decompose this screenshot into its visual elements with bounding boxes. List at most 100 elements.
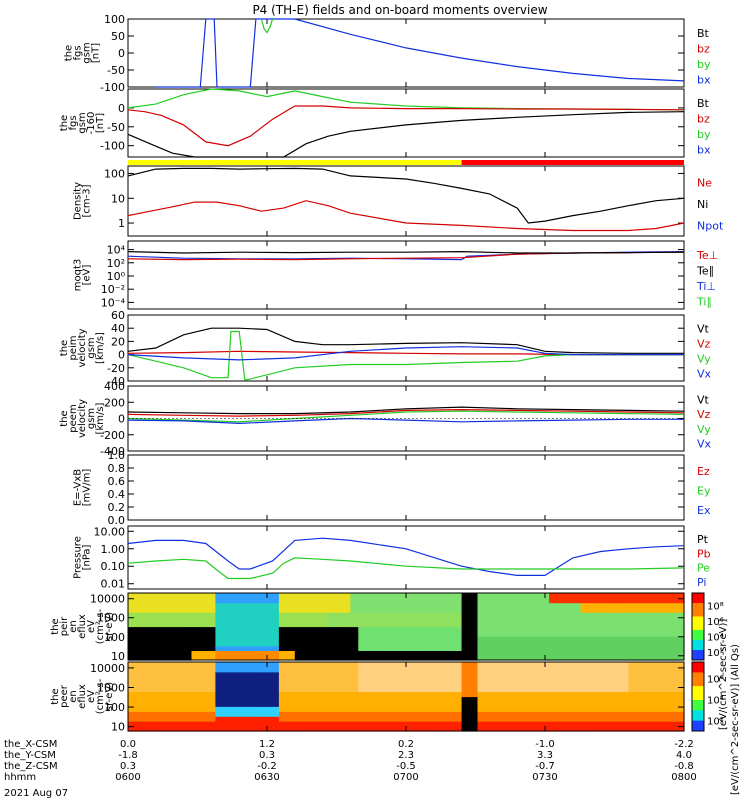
spectrogram-cell <box>143 686 153 693</box>
spectrogram-cell <box>191 616 200 623</box>
spectrogram-cell <box>580 721 590 727</box>
spectrogram-cell <box>580 662 590 668</box>
spectrogram-cell <box>612 721 621 727</box>
spectrogram-cell <box>525 686 534 693</box>
spectrogram-cell <box>350 655 359 661</box>
spectrogram-cell <box>326 701 336 707</box>
spectrogram-cell <box>509 607 518 613</box>
spectrogram-cell <box>429 711 439 717</box>
y-tick-label: 10⁴ <box>107 244 126 257</box>
spectrogram-cell <box>358 597 367 604</box>
spectrogram-cell <box>247 593 256 599</box>
spectrogram-cell <box>175 681 185 688</box>
spectrogram-cell <box>604 636 614 642</box>
y-axis-label-line: the <box>59 340 70 356</box>
spectrogram-cell <box>207 612 216 618</box>
spectrogram-cell <box>223 671 232 678</box>
spectrogram-cell <box>429 650 439 656</box>
spectrogram-cell <box>612 602 621 608</box>
spectrogram-cell <box>231 691 240 698</box>
spectrogram-cell <box>191 706 200 712</box>
spectrogram-cell <box>135 671 145 678</box>
spectrogram-cell <box>318 686 328 693</box>
spectrogram-cell <box>231 636 240 642</box>
spectrogram-cell <box>334 612 343 618</box>
spectrogram-cell <box>644 616 653 623</box>
spectrogram-cell <box>461 636 471 642</box>
spectrogram-cell <box>453 706 463 712</box>
spectrogram-cell <box>469 691 478 698</box>
spectrogram-cell <box>271 711 280 717</box>
spectrogram-cell <box>580 602 590 608</box>
spectrogram-cell <box>263 631 272 637</box>
x-row-value: -0.2 <box>257 761 277 772</box>
spectrogram-cell <box>636 597 645 604</box>
spectrogram-cell <box>223 686 232 693</box>
spectrogram-cell <box>604 597 614 604</box>
spectrogram-cell <box>596 650 606 656</box>
spectrogram-cell <box>143 631 153 637</box>
spectrogram-cell <box>390 691 399 698</box>
spectrogram-cell <box>247 650 256 656</box>
spectrogram-cell <box>517 701 526 707</box>
colorbar-cell <box>692 700 704 703</box>
colorbar-cell <box>692 694 704 697</box>
spectrogram-cell <box>271 640 280 647</box>
spectrogram-cell <box>310 721 320 727</box>
spectrogram-cell <box>128 621 137 628</box>
spectrogram-cell <box>676 716 685 722</box>
spectrogram-cell <box>286 602 296 608</box>
legend-entry: Pb <box>697 547 711 560</box>
spectrogram-cell <box>564 640 574 647</box>
spectrogram-cell <box>549 721 558 727</box>
spectrogram-cell <box>485 716 494 722</box>
spectrogram-cell <box>358 721 367 727</box>
spectrogram-cell <box>255 671 264 678</box>
spectrogram-cell <box>517 691 526 698</box>
spectrogram-cell <box>183 602 193 608</box>
spectrogram-cell <box>199 666 208 673</box>
spectrogram-cell <box>676 701 685 707</box>
spectrogram-cell <box>382 696 391 702</box>
spectrogram-cell <box>429 701 439 707</box>
y-tick-label: -50 <box>107 64 125 77</box>
spectrogram-cell <box>469 706 478 712</box>
spectrogram-cell <box>588 726 598 732</box>
spectrogram-cell <box>493 636 502 642</box>
spectrogram-cell <box>628 612 637 618</box>
spectrogram-cell <box>390 626 399 632</box>
spectrogram-cell <box>159 681 169 688</box>
spectrogram-cell <box>286 726 296 732</box>
spectrogram-cell <box>390 640 399 647</box>
spectrogram-cell <box>159 706 169 712</box>
spectrogram-cell <box>358 691 367 698</box>
spectrogram-cell <box>652 593 661 599</box>
spectrogram-cell <box>215 636 224 642</box>
y-tick-label: 50 <box>111 30 125 43</box>
spectrogram-cell <box>342 662 351 668</box>
spectrogram-cell <box>199 602 208 608</box>
spectrogram-cell <box>294 716 304 722</box>
spectrogram-cell <box>406 701 415 707</box>
spectrogram-cell <box>239 645 248 651</box>
spectrogram-cell <box>358 640 367 647</box>
spectrogram-cell <box>564 716 574 722</box>
spectrogram-cell <box>572 676 582 683</box>
spectrogram-cell <box>358 612 367 618</box>
spectrogram-cell <box>501 706 510 712</box>
spectrogram-cell <box>445 681 455 688</box>
spectrogram-cell <box>564 621 574 628</box>
spectrogram-cell <box>596 636 606 642</box>
spectrogram-cell <box>183 716 193 722</box>
spectrogram-cell <box>286 711 296 717</box>
spectrogram-cell <box>612 671 621 678</box>
x-row-label: the_Y-CSM <box>4 750 56 761</box>
spectrogram-cell <box>159 721 169 727</box>
spectrogram-cell <box>231 593 240 599</box>
spectrogram-cell <box>644 607 653 613</box>
spectrogram-cell <box>350 626 359 632</box>
spectrogram-cell <box>485 711 494 717</box>
spectrogram-cell <box>413 686 423 693</box>
spectrogram-cell <box>549 621 558 628</box>
spectrogram-cell <box>453 655 463 661</box>
